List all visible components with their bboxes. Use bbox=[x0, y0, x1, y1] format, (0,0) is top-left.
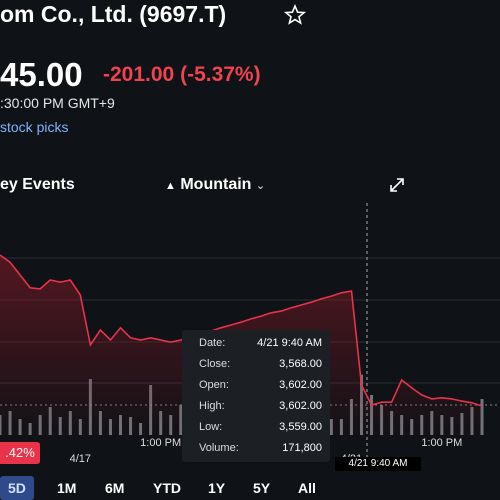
tooltip-label: Volume: bbox=[199, 442, 239, 454]
price-line bbox=[0, 254, 483, 407]
tooltip-value: 3,568.00 bbox=[279, 358, 322, 370]
change-badge: .42% bbox=[0, 442, 40, 464]
stock-picks-link[interactable]: stock picks bbox=[0, 119, 69, 135]
chart-style[interactable]: ▲ Mountain ⌄ bbox=[165, 176, 265, 194]
tooltip-label: Date: bbox=[199, 337, 226, 349]
x-tick-label: 1:00 PM bbox=[140, 437, 181, 449]
timestamp: :30:00 PM GMT+9 bbox=[0, 95, 115, 111]
expand-icon[interactable] bbox=[389, 177, 405, 193]
tooltip-value: 3,602.00 bbox=[279, 379, 322, 391]
mountain-icon: ▲ bbox=[165, 180, 176, 192]
expand-arrow bbox=[390, 178, 404, 192]
caret: ⌄ bbox=[255, 180, 266, 192]
tooltip-label: High: bbox=[199, 400, 225, 412]
tooltip-value: 3,602.00 bbox=[279, 400, 322, 412]
tooltip-label: Open: bbox=[199, 379, 229, 391]
change-percent: (-5.37%) bbox=[180, 63, 261, 86]
price: 45.00 bbox=[0, 56, 83, 93]
change-value: -201.00 bbox=[103, 63, 175, 86]
range-button[interactable]: 1Y bbox=[208, 480, 226, 496]
change: -201.00 (-5.37%) bbox=[103, 63, 261, 87]
key-events[interactable]: ey Events bbox=[0, 176, 75, 193]
chart-style-label: Mountain bbox=[180, 176, 252, 193]
tooltip-label: Close: bbox=[199, 358, 231, 370]
star-icon[interactable] bbox=[284, 4, 306, 26]
range-bar: 5D 1M 6M YTD 1Y 5Y All bbox=[0, 476, 500, 500]
tooltip-value: 4/21 9:40 AM bbox=[257, 337, 322, 349]
title: om Co., Ltd. (9697.T) bbox=[0, 1, 227, 27]
range-button[interactable]: All bbox=[298, 480, 316, 496]
range-button[interactable]: 6M bbox=[105, 480, 125, 496]
x-tick-label: 4/17 bbox=[70, 453, 91, 465]
x-tick-label: 1:00 PM bbox=[421, 437, 462, 449]
tooltip-value: 171,800 bbox=[282, 442, 322, 454]
tooltip-value: 3,559.00 bbox=[279, 421, 322, 433]
crosshair-label: 4/21 9:40 AM bbox=[335, 457, 421, 471]
range-button[interactable]: 5D bbox=[0, 476, 34, 500]
star bbox=[284, 4, 306, 25]
range-button[interactable]: 1M bbox=[57, 480, 77, 496]
range-button[interactable]: 5Y bbox=[253, 480, 271, 496]
tooltip: Date: 4/21 9:40 AM Close: 3,568.00 Open: 3,60… bbox=[182, 330, 330, 462]
range-button[interactable]: YTD bbox=[153, 480, 181, 496]
tooltip-label: Low: bbox=[199, 421, 223, 433]
